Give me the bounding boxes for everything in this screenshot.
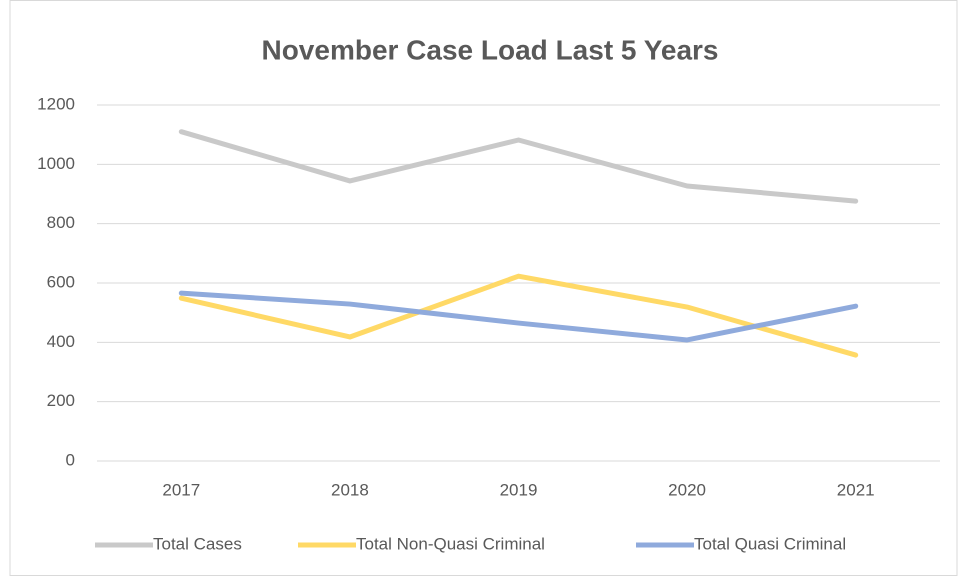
y-tick-label: 400 — [47, 332, 75, 351]
y-tick-label: 600 — [47, 272, 75, 291]
x-tick-label: 2017 — [162, 480, 200, 499]
legend-label: Total Quasi Criminal — [694, 534, 846, 553]
y-tick-label: 800 — [47, 213, 75, 232]
chart-title: November Case Load Last 5 Years — [261, 34, 718, 65]
x-tick-label: 2021 — [837, 480, 875, 499]
series-line — [178, 273, 859, 358]
y-tick-label: 1200 — [37, 94, 75, 113]
y-tick-label: 0 — [66, 450, 75, 469]
x-tick-label: 2020 — [668, 480, 706, 499]
series-line — [178, 129, 859, 204]
legend-label: Total Non-Quasi Criminal — [356, 534, 545, 553]
y-tick-label: 200 — [47, 391, 75, 410]
legend-label: Total Cases — [153, 534, 242, 553]
y-tick-label: 1000 — [37, 154, 75, 173]
x-tick-label: 2018 — [331, 480, 369, 499]
x-tick-label: 2019 — [500, 480, 538, 499]
series-line — [178, 290, 859, 343]
